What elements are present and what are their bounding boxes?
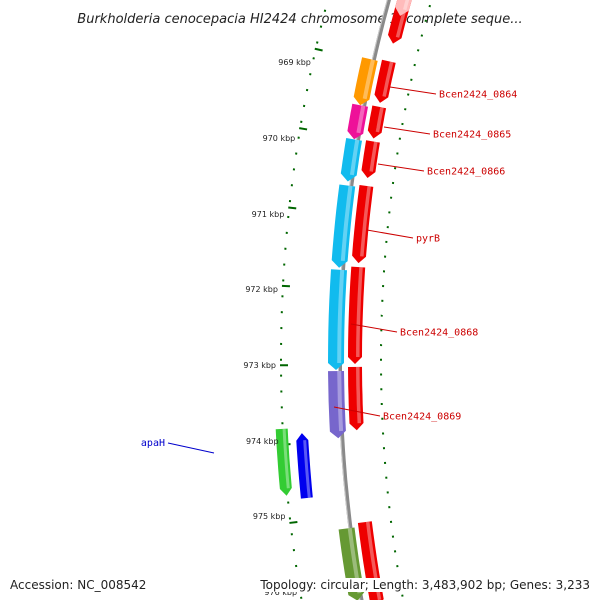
gene-label-leader — [350, 323, 398, 333]
gene-label-leader — [333, 406, 381, 417]
gene-bcen2424-0869[interactable] — [328, 370, 346, 439]
major-tick — [289, 521, 298, 524]
scale-label: 971 kbp — [252, 210, 285, 219]
scale-label: 972 kbp — [245, 285, 278, 294]
gene-label-bcen2424-0868[interactable]: Bcen2424_0868 — [400, 328, 478, 339]
cds-feature-apah[interactable] — [296, 433, 313, 499]
gene-label-leader — [366, 229, 414, 239]
cds-feature-forward[interactable] — [361, 140, 380, 178]
map-title: Burkholderia cenocepacia HI2424 chromoso… — [77, 12, 522, 27]
cds-feature-forward[interactable] — [348, 366, 364, 431]
major-tick — [299, 127, 308, 131]
feature-layer — [275, 0, 413, 600]
minor-tick — [424, 19, 427, 23]
cds-feature-forward[interactable] — [348, 266, 366, 364]
gene-apah[interactable] — [275, 428, 292, 496]
gene-label-bcen2424-0865[interactable]: Bcen2424_0865 — [433, 130, 511, 141]
major-tick — [314, 47, 323, 52]
gene-label-leader — [383, 126, 431, 135]
gene-bcen2424-0868[interactable] — [328, 269, 347, 370]
gene-bcen2424-0865[interactable] — [347, 103, 368, 140]
gene-label-leader — [377, 163, 425, 172]
gene-label-bcen2424-0869[interactable]: Bcen2424_0869 — [383, 412, 461, 423]
gene-label-bcen2424-0866[interactable]: Bcen2424_0866 — [427, 167, 505, 178]
scale-label: 974 kbp — [246, 437, 279, 446]
gene-bcen2424-0866[interactable] — [340, 138, 362, 182]
topology-text: Topology: circular; Length: 3,483,902 bp… — [260, 578, 590, 592]
scale-label: 969 kbp — [278, 58, 311, 67]
cds-feature-forward[interactable] — [374, 59, 396, 103]
cds-feature-forward[interactable] — [367, 105, 387, 139]
cds-feature-forward[interactable] — [352, 185, 374, 264]
gene-label-leader — [389, 86, 437, 95]
gene-bcen2424-0864[interactable] — [353, 57, 378, 106]
accession-text: Accession: NC_008542 — [10, 578, 147, 592]
scale-label: 975 kbp — [253, 512, 286, 521]
label-layer: 969 kbp 970 kbp 971 kbp 972 kbp 973 kbp 974 k… — [141, 58, 517, 597]
scale-label: 973 kbp — [243, 361, 276, 370]
major-tick — [288, 206, 297, 210]
gene-label-bcen2424-0864[interactable]: Bcen2424_0864 — [439, 90, 517, 101]
gene-pyrb[interactable] — [331, 184, 356, 268]
gene-label-pyrb[interactable]: pyrB — [416, 234, 440, 245]
scale-label: 976 kbp — [264, 588, 297, 597]
gene-label-leader — [167, 442, 215, 454]
gene-label-apah[interactable]: apaH — [141, 438, 165, 449]
cds-feature-forward[interactable] — [395, 0, 413, 16]
minor-tick — [428, 4, 431, 8]
scale-label: 970 kbp — [263, 134, 296, 143]
